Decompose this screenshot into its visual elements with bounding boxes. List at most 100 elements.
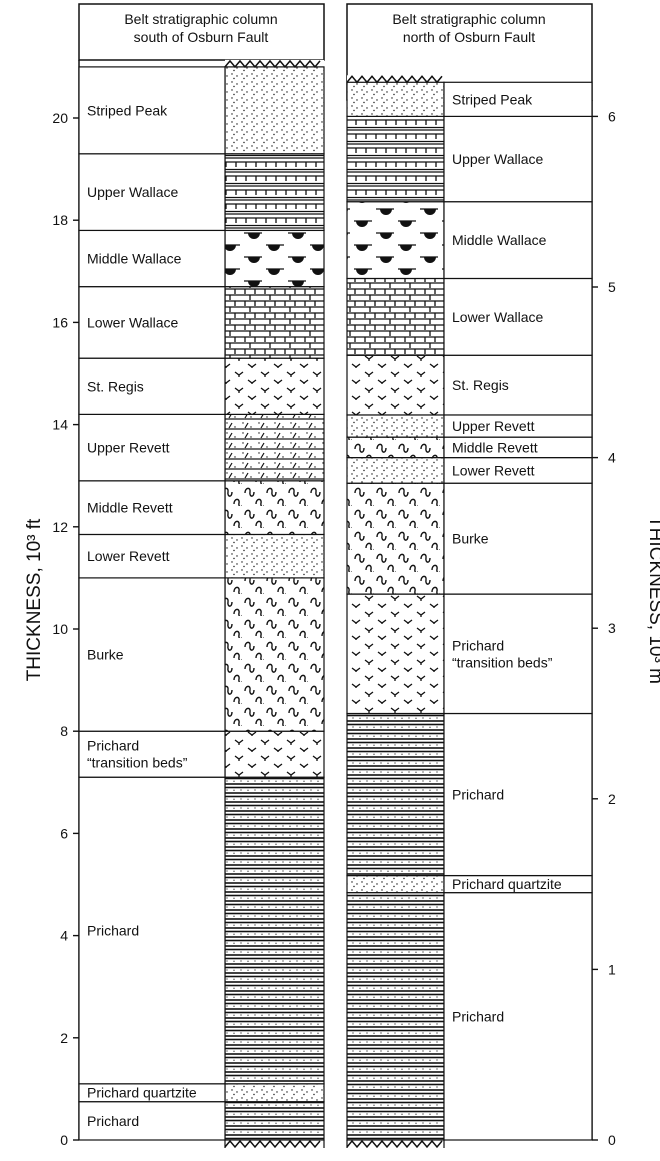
unit-pattern xyxy=(224,480,325,536)
left-tick-label: 4 xyxy=(60,928,68,944)
unit-label: Burke xyxy=(87,647,124,663)
unit-label-box xyxy=(443,354,593,416)
unit-pattern xyxy=(346,277,445,356)
unit-label-box xyxy=(443,81,593,117)
unit-label: Upper Wallace xyxy=(87,184,179,200)
left-tick-label: 20 xyxy=(52,110,68,126)
unit-label: Upper Wallace xyxy=(452,151,544,167)
unit-pattern xyxy=(224,229,325,288)
column-break-bottom xyxy=(346,1139,443,1149)
left-axis-ticks: 0 2 4 6 8 10 12 14 16 18 20 xyxy=(52,110,79,1148)
left-tick-label: 0 xyxy=(60,1132,68,1148)
unit-label-box xyxy=(78,533,226,579)
unit-pattern xyxy=(224,1083,325,1103)
unit-label: Prichard xyxy=(452,787,504,803)
left-tick-label: 14 xyxy=(52,417,68,433)
column-break-top xyxy=(224,59,321,69)
unit-label: Middle Wallace xyxy=(452,232,547,248)
unit-label-box xyxy=(78,153,226,232)
unit-label-box xyxy=(443,115,593,203)
unit-label: “transition beds” xyxy=(452,654,553,670)
unit-label-box xyxy=(78,413,226,482)
column-break-top xyxy=(346,75,443,84)
unit-label-box xyxy=(443,201,593,280)
right-tick-label: 5 xyxy=(608,279,616,295)
unit-label: Middle Wallace xyxy=(87,251,182,267)
unit-label: Upper Revett xyxy=(452,418,535,434)
unit-pattern xyxy=(346,712,445,877)
right-tick-label: 2 xyxy=(608,791,616,807)
unit-label: Striped Peak xyxy=(87,102,168,118)
left-axis-title: THICKNESS, 10³ ft xyxy=(24,518,45,681)
break-mask xyxy=(225,59,324,66)
left-tick-label: 6 xyxy=(60,825,68,841)
unit-label-box xyxy=(443,277,593,356)
north-column: Prichard Prichard quartzite Prichard Pricha… xyxy=(346,75,593,1149)
unit-pattern xyxy=(224,1101,325,1141)
unit-label-box xyxy=(78,66,226,155)
unit-label: Upper Revett xyxy=(87,440,170,456)
unit-pattern xyxy=(346,593,445,715)
unit-label: Prichard xyxy=(87,1113,139,1129)
unit-label: Burke xyxy=(452,531,489,547)
unit-label: St. Regis xyxy=(452,377,509,393)
unit-label-box xyxy=(78,776,226,1085)
left-tick-label: 10 xyxy=(52,621,68,637)
unit-label: Prichard quartzite xyxy=(87,1085,197,1101)
south-column: Prichard Prichard quartzite Prichard Pricha… xyxy=(78,59,325,1149)
unit-label: Prichard xyxy=(87,738,139,754)
unit-label-box xyxy=(443,457,593,484)
unit-pattern xyxy=(346,436,445,459)
unit-label-box xyxy=(78,480,226,536)
south-header-line-1: Belt stratigraphic column xyxy=(124,11,277,27)
right-tick-label: 3 xyxy=(608,620,616,636)
unit-label: Prichard xyxy=(452,637,504,653)
left-tick-label: 16 xyxy=(52,314,68,330)
unit-pattern xyxy=(346,482,445,595)
unit-label: Lower Wallace xyxy=(87,314,179,330)
unit-pattern xyxy=(224,357,325,415)
unit-label: Prichard quartzite xyxy=(452,876,562,892)
unit-pattern xyxy=(224,533,325,579)
unit-label: Lower Revett xyxy=(452,462,535,478)
left-tick-label: 2 xyxy=(60,1030,68,1046)
unit-pattern xyxy=(346,414,445,438)
unit-label-box xyxy=(78,730,226,778)
left-tick-label: 18 xyxy=(52,212,68,228)
right-axis-ticks: 0 1 2 3 4 5 6 xyxy=(592,108,616,1148)
unit-pattern xyxy=(224,730,325,778)
unit-label-box xyxy=(443,712,593,877)
column-break-bottom xyxy=(224,1139,321,1149)
unit-label: Lower Wallace xyxy=(452,309,544,325)
unit-label-box xyxy=(443,892,593,1141)
unit-pattern xyxy=(224,66,325,155)
south-header-line-2: south of Osburn Fault xyxy=(134,29,269,45)
unit-pattern xyxy=(224,413,325,482)
unit-label: Prichard xyxy=(452,1008,504,1024)
north-header-line-1: Belt stratigraphic column xyxy=(392,11,545,27)
unit-label: “transition beds” xyxy=(87,755,188,771)
unit-label-box xyxy=(78,357,226,415)
break-mask xyxy=(347,75,444,82)
unit-pattern xyxy=(346,201,445,280)
unit-label: Lower Revett xyxy=(87,548,170,564)
unit-pattern xyxy=(224,577,325,732)
unit-label: Middle Revett xyxy=(87,500,173,516)
unit-label-box xyxy=(443,482,593,595)
unit-pattern xyxy=(224,153,325,232)
left-tick-label: 12 xyxy=(52,519,68,535)
unit-pattern xyxy=(224,286,325,359)
unit-label: St. Regis xyxy=(87,378,144,394)
unit-pattern xyxy=(346,354,445,416)
south-header-box xyxy=(78,3,325,61)
right-tick-label: 4 xyxy=(608,450,616,466)
unit-pattern xyxy=(346,457,445,484)
unit-pattern xyxy=(346,892,445,1141)
unit-label-box xyxy=(443,593,593,715)
unit-label-box xyxy=(78,1101,226,1141)
unit-label: Middle Revett xyxy=(452,439,538,455)
right-axis-title: THICKNESS, 10³ m xyxy=(645,516,660,684)
north-header-line-2: north of Osburn Fault xyxy=(403,29,535,45)
unit-pattern xyxy=(346,81,445,117)
